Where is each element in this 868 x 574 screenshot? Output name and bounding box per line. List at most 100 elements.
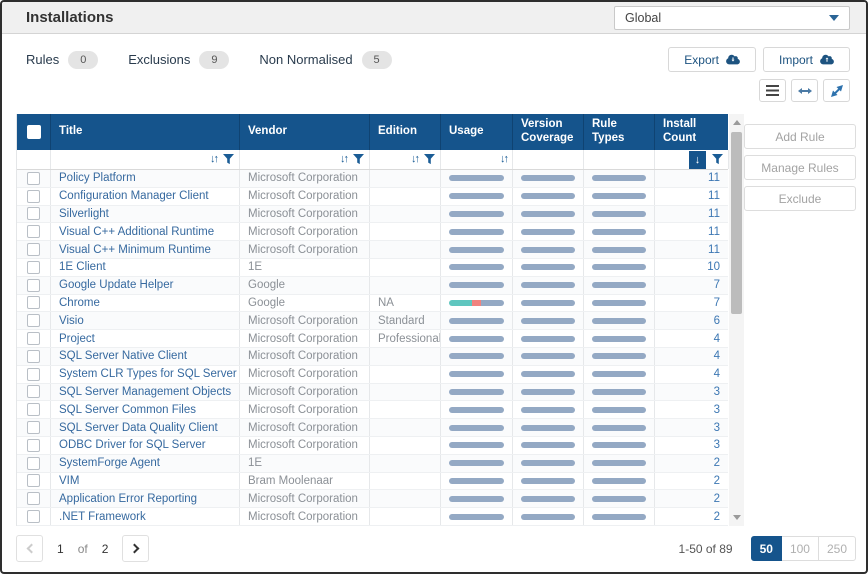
scroll-up-arrow[interactable] — [729, 115, 744, 130]
row-title[interactable]: SQL Server Native Client — [51, 347, 240, 365]
table-row[interactable]: .NET Framework Microsoft Corporation 2 — [17, 508, 728, 526]
table-row[interactable]: Visual C++ Additional Runtime Microsoft … — [17, 223, 728, 242]
manage-rules-button[interactable]: Manage Rules — [744, 155, 856, 180]
table-row[interactable]: System CLR Types for SQL Server Microsof… — [17, 365, 728, 384]
scrollbar-thumb[interactable] — [731, 132, 742, 314]
row-title[interactable]: System CLR Types for SQL Server — [51, 365, 240, 383]
row-title[interactable]: SQL Server Management Objects — [51, 383, 240, 401]
tab-non-normalised[interactable]: Non Normalised 5 — [259, 50, 392, 69]
row-checkbox[interactable] — [27, 278, 40, 292]
row-checkbox[interactable] — [27, 403, 40, 417]
expand-button[interactable] — [823, 79, 850, 102]
table-row[interactable]: Application Error Reporting Microsoft Co… — [17, 490, 728, 509]
scroll-down-arrow[interactable] — [729, 510, 744, 525]
table-row[interactable]: Chrome Google NA 7 — [17, 294, 728, 313]
row-checkbox[interactable] — [27, 456, 40, 470]
row-title[interactable]: Visio — [51, 312, 240, 330]
row-checkbox[interactable] — [27, 225, 40, 239]
row-checkbox[interactable] — [27, 260, 40, 274]
table-row[interactable]: Policy Platform Microsoft Corporation 11 — [17, 170, 728, 188]
row-title[interactable]: Policy Platform — [51, 170, 240, 187]
column-header-title[interactable]: Title — [51, 114, 240, 150]
column-header-vendor[interactable]: Vendor — [240, 114, 370, 150]
row-title[interactable]: 1E Client — [51, 258, 240, 276]
row-title[interactable]: VIM — [51, 472, 240, 490]
table-row[interactable]: Visual C++ Minimum Runtime Microsoft Cor… — [17, 241, 728, 259]
sort-icon-edition[interactable]: ↓↑ — [411, 153, 420, 165]
table-row[interactable]: Project Microsoft Corporation Profession… — [17, 330, 728, 348]
tab-exclusions[interactable]: Exclusions 9 — [128, 50, 230, 69]
row-title[interactable]: .NET Framework — [51, 508, 240, 525]
column-header-install-count[interactable]: Install Count — [663, 118, 697, 144]
table-row[interactable]: Visio Microsoft Corporation Standard 6 — [17, 312, 728, 331]
row-checkbox[interactable] — [27, 474, 40, 488]
row-title[interactable]: Chrome — [51, 294, 240, 312]
list-view-button[interactable] — [759, 79, 786, 102]
row-title[interactable]: Configuration Manager Client — [51, 187, 240, 205]
table-row[interactable]: 1E Client 1E 10 — [17, 258, 728, 277]
table-row[interactable]: VIM Bram Moolenaar 2 — [17, 472, 728, 491]
row-title[interactable]: ODBC Driver for SQL Server — [51, 436, 240, 454]
table-row[interactable]: Silverlight Microsoft Corporation 11 — [17, 205, 728, 224]
row-checkbox-cell — [17, 294, 51, 312]
table-row[interactable]: SQL Server Management Objects Microsoft … — [17, 383, 728, 402]
exclude-button[interactable]: Exclude — [744, 186, 856, 211]
next-page-button[interactable] — [122, 535, 150, 562]
row-checkbox[interactable] — [27, 510, 40, 524]
table-scrollbar[interactable] — [729, 114, 744, 526]
table-row[interactable]: SystemForge Agent 1E 2 — [17, 454, 728, 473]
row-checkbox[interactable] — [27, 314, 40, 328]
select-all-checkbox[interactable] — [26, 125, 41, 139]
table-row[interactable]: SQL Server Native Client Microsoft Corpo… — [17, 347, 728, 366]
sort-icon-usage[interactable]: ↓↑ — [500, 153, 509, 165]
row-title[interactable]: Project — [51, 330, 240, 347]
row-title[interactable]: SystemForge Agent — [51, 454, 240, 472]
table-row[interactable]: SQL Server Data Quality Client Microsoft… — [17, 419, 728, 437]
row-checkbox[interactable] — [27, 189, 40, 203]
row-checkbox[interactable] — [27, 421, 40, 435]
tab-rules[interactable]: Rules 0 — [26, 50, 99, 69]
filter-icon-edition[interactable] — [424, 154, 435, 165]
row-title[interactable]: Visual C++ Additional Runtime — [51, 223, 240, 241]
sort-icon-install-count-active[interactable]: ↓ — [689, 150, 706, 169]
column-header-rule-types[interactable]: Rule Types — [584, 114, 655, 150]
row-checkbox[interactable] — [27, 171, 40, 185]
row-title[interactable]: Google Update Helper — [51, 276, 240, 294]
filter-icon-title[interactable] — [223, 154, 234, 165]
page-size-50[interactable]: 50 — [750, 536, 782, 561]
scope-dropdown[interactable]: Global — [614, 5, 850, 30]
import-button[interactable]: Import — [762, 47, 850, 72]
row-checkbox[interactable] — [27, 367, 40, 381]
table-row[interactable]: Google Update Helper Google 7 — [17, 276, 728, 295]
add-rule-button[interactable]: Add Rule — [744, 124, 856, 149]
cloud-download-icon — [726, 54, 740, 65]
row-checkbox[interactable] — [27, 492, 40, 506]
row-checkbox[interactable] — [27, 385, 40, 399]
row-checkbox[interactable] — [27, 349, 40, 363]
row-checkbox[interactable] — [27, 438, 40, 452]
export-button[interactable]: Export — [668, 47, 756, 72]
column-header-edition[interactable]: Edition — [370, 114, 441, 150]
page-size-250[interactable]: 250 — [817, 536, 856, 561]
row-checkbox[interactable] — [27, 332, 40, 346]
prev-page-button[interactable] — [16, 535, 43, 562]
row-title[interactable]: SQL Server Data Quality Client — [51, 419, 240, 436]
row-checkbox[interactable] — [27, 207, 40, 221]
filter-icon-vendor[interactable] — [353, 154, 364, 165]
table-row[interactable]: SQL Server Common Files Microsoft Corpor… — [17, 401, 728, 420]
row-checkbox[interactable] — [27, 296, 40, 310]
row-title[interactable]: Application Error Reporting — [51, 490, 240, 508]
row-title[interactable]: Silverlight — [51, 205, 240, 223]
filter-icon-install-count[interactable] — [712, 154, 723, 165]
column-header-usage[interactable]: Usage — [441, 114, 513, 150]
row-title[interactable]: SQL Server Common Files — [51, 401, 240, 419]
row-title[interactable]: Visual C++ Minimum Runtime — [51, 241, 240, 258]
page-size-100[interactable]: 100 — [780, 536, 819, 561]
sort-icon-vendor[interactable]: ↓↑ — [340, 153, 349, 165]
row-checkbox[interactable] — [27, 243, 40, 257]
table-row[interactable]: Configuration Manager Client Microsoft C… — [17, 187, 728, 206]
fit-width-button[interactable] — [791, 79, 818, 102]
table-row[interactable]: ODBC Driver for SQL Server Microsoft Cor… — [17, 436, 728, 455]
sort-icon-title[interactable]: ↓↑ — [210, 153, 219, 165]
column-header-version-coverage[interactable]: Version Coverage — [513, 114, 584, 150]
